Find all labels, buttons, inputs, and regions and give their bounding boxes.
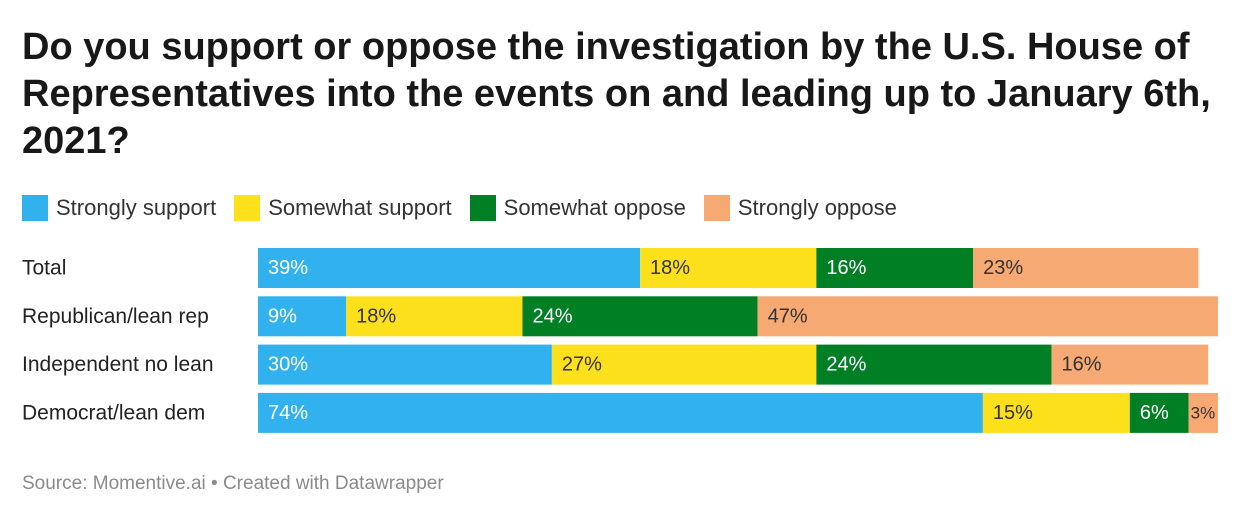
- value-label-independent-no-lean-somewhat-support: 27%: [562, 354, 602, 376]
- legend-label-strongly-support: Strongly support: [56, 195, 217, 220]
- bar-total-strongly-oppose: [973, 248, 1199, 288]
- value-label-democrat-lean-dem-somewhat-oppose: 6%: [1140, 402, 1169, 424]
- legend-item-strongly-support: Strongly support: [22, 195, 216, 221]
- bar-democrat-lean-dem-strongly-oppose: [1188, 392, 1218, 433]
- bar-independent-no-lean-strongly-oppose: [1051, 344, 1209, 385]
- value-label-total-strongly-support: 39%: [268, 257, 308, 279]
- bar-total-somewhat-support: [640, 248, 817, 288]
- legend: Strongly support Somewhat support Somewh…: [22, 193, 915, 223]
- value-label-democrat-lean-dem-strongly-support: 74%: [268, 402, 308, 424]
- bar-democrat-lean-dem-strongly-support: [258, 392, 983, 433]
- legend-label-somewhat-support: Somewhat support: [268, 195, 452, 220]
- bar-democrat-lean-dem-somewhat-support: [982, 392, 1130, 433]
- value-label-republican-lean-rep-somewhat-oppose: 24%: [532, 305, 572, 327]
- legend-swatch-strongly-support: [22, 195, 48, 221]
- value-label-total-somewhat-support: 18%: [650, 257, 690, 279]
- value-label-democrat-lean-dem-strongly-oppose: 3%: [1191, 403, 1216, 422]
- bar-republican-lean-rep-strongly-oppose: [757, 296, 1218, 337]
- legend-item-somewhat-support: Somewhat support: [234, 195, 452, 221]
- legend-swatch-somewhat-support: [234, 195, 261, 221]
- legend-item-strongly-oppose: Strongly oppose: [703, 195, 897, 221]
- bar-republican-lean-rep-somewhat-support: [346, 296, 523, 337]
- bar-independent-no-lean-strongly-support: [258, 344, 552, 385]
- category-label-democrat-lean-dem: Democrat/lean dem: [22, 401, 205, 424]
- bar-democrat-lean-dem-somewhat-oppose: [1129, 392, 1189, 433]
- chart-title: Do you support or oppose the investigati…: [22, 26, 1211, 162]
- value-label-total-somewhat-oppose: 16%: [826, 257, 866, 279]
- bar-republican-lean-rep-strongly-support: [258, 296, 347, 337]
- value-label-independent-no-lean-somewhat-oppose: 24%: [826, 354, 866, 376]
- value-label-total-strongly-oppose: 23%: [983, 257, 1023, 279]
- value-label-democrat-lean-dem-somewhat-support: 15%: [993, 402, 1033, 424]
- value-label-independent-no-lean-strongly-oppose: 16%: [1061, 354, 1101, 376]
- legend-label-strongly-oppose: Strongly oppose: [737, 195, 897, 220]
- category-label-total: Total: [22, 257, 66, 280]
- bar-independent-no-lean-somewhat-oppose: [816, 344, 1052, 385]
- category-label-independent-no-lean: Independent no lean: [22, 353, 214, 376]
- stacked-bar-chart: Total 39% 18% 16% 23% Republican/lean rep 9% 18…: [22, 248, 1218, 433]
- value-label-republican-lean-rep-strongly-oppose: 47%: [768, 305, 808, 327]
- bar-total-somewhat-oppose: [816, 248, 974, 288]
- legend-item-somewhat-oppose: Somewhat oppose: [469, 195, 686, 221]
- category-label-republican-lean-rep: Republican/lean rep: [22, 305, 209, 328]
- bar-total-strongly-support: [258, 248, 641, 288]
- bar-republican-lean-rep-somewhat-oppose: [522, 296, 758, 337]
- legend-swatch-somewhat-oppose: [469, 195, 496, 221]
- legend-label-somewhat-oppose: Somewhat oppose: [503, 195, 686, 220]
- value-label-republican-lean-rep-strongly-support: 9%: [268, 305, 297, 327]
- source-note: Source: Momentive.ai • Created with Data…: [22, 473, 444, 494]
- legend-swatch-strongly-oppose: [703, 195, 730, 221]
- bar-independent-no-lean-somewhat-support: [551, 344, 817, 385]
- value-label-independent-no-lean-strongly-support: 30%: [268, 354, 308, 376]
- value-label-republican-lean-rep-somewhat-support: 18%: [356, 305, 396, 327]
